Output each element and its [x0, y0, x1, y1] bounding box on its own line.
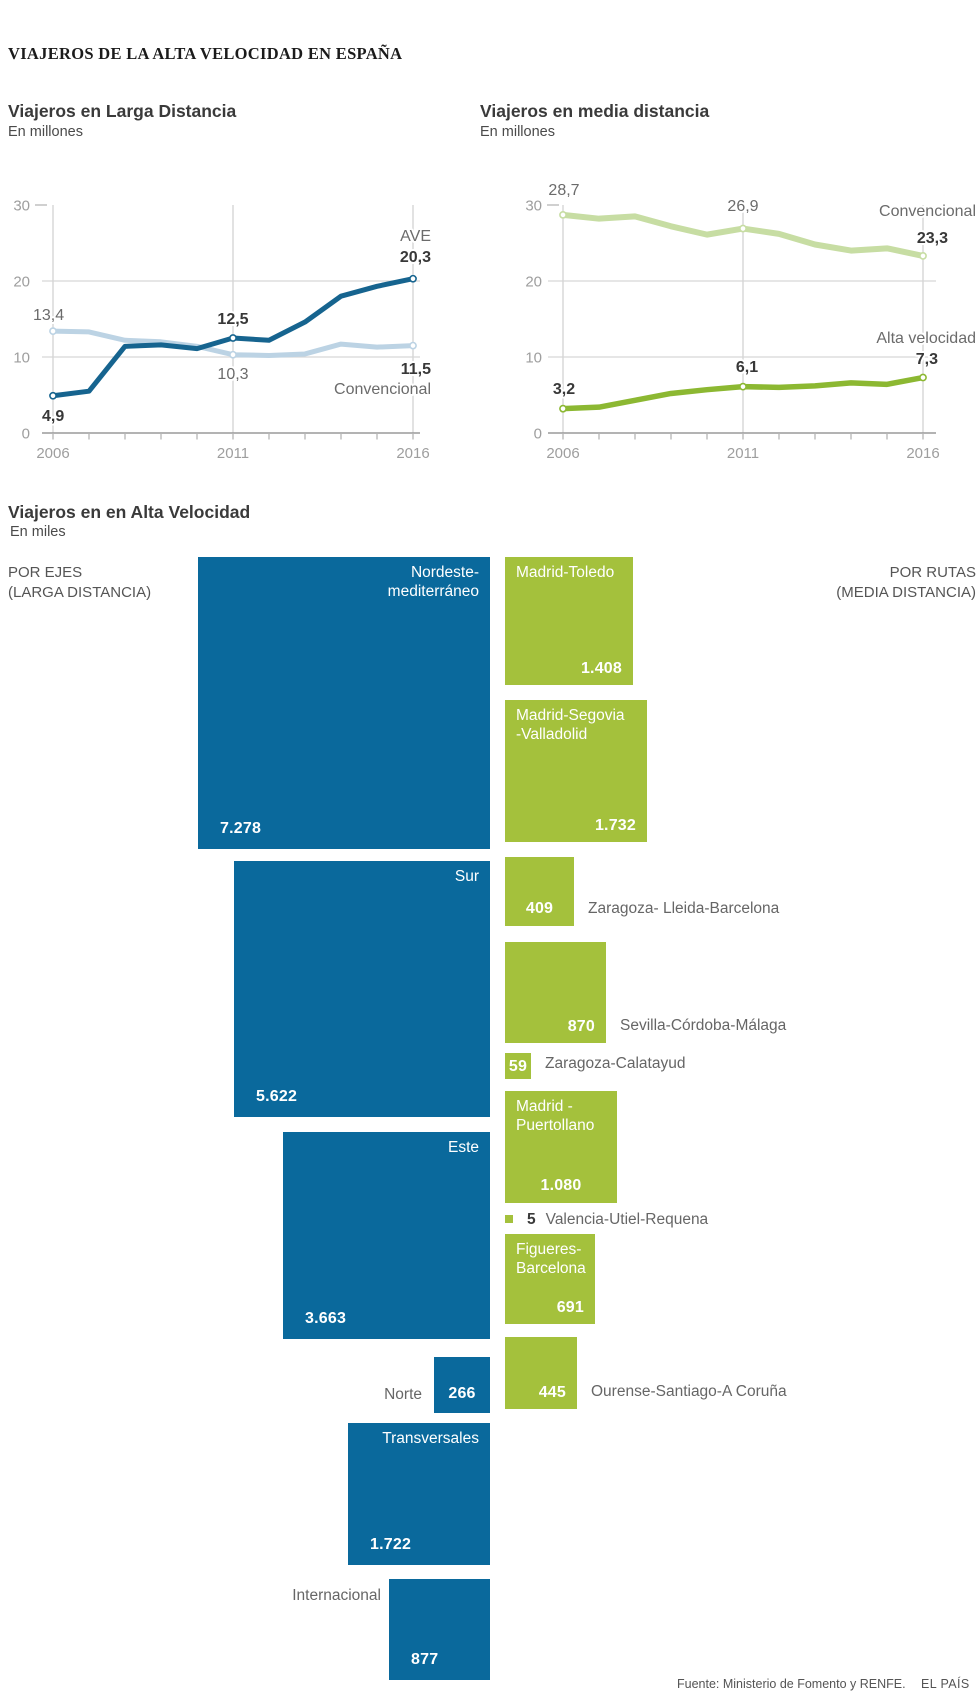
svg-text:3,2: 3,2	[553, 381, 575, 398]
svg-text:2006: 2006	[36, 445, 69, 462]
svg-text:13,4: 13,4	[33, 307, 64, 324]
bar-label: Este	[447, 1139, 479, 1156]
bar-value: 1.080	[540, 1177, 582, 1194]
bar-label: Norte	[384, 1386, 422, 1403]
bar-value: 5.622	[256, 1088, 298, 1105]
ruta-square-ourense-santiago-a-coru-a: 445	[505, 1337, 577, 1409]
bar-label: Zaragoza- Lleida-Barcelona	[588, 900, 780, 917]
bar-label: Ourense-Santiago-A Coruña	[591, 1383, 787, 1400]
svg-text:7,3: 7,3	[916, 351, 938, 368]
bar-value: 1.408	[580, 660, 622, 677]
column-header-rutas: POR RUTAS (MEDIA DISTANCIA)	[836, 564, 976, 601]
svg-text:Convencional: Convencional	[879, 203, 976, 220]
bar-value: 1.732	[594, 817, 636, 834]
svg-text:26,9: 26,9	[727, 198, 758, 215]
ruta-square-valencia-utiel-requena	[505, 1215, 513, 1223]
bar-value: 877	[411, 1651, 439, 1668]
bar-label: Internacional	[292, 1587, 381, 1604]
chart-larga-unit: En millones	[8, 124, 83, 140]
page-title: VIAJEROS DE LA ALTA VELOCIDAD EN ESPAÑA	[8, 44, 403, 63]
svg-text:4,9: 4,9	[42, 408, 64, 425]
chart-media-unit: En millones	[480, 124, 555, 140]
footer-brand: EL PAÍS	[921, 1677, 970, 1691]
bar-label: Sevilla-Córdoba-Málaga	[620, 1017, 787, 1034]
svg-text:6,1: 6,1	[736, 359, 758, 376]
bar-value: 59	[508, 1058, 528, 1075]
section-title: Viajeros en en Alta Velocidad	[8, 502, 251, 522]
bar-label: Madrid-Toledo	[516, 564, 615, 581]
ruta-row-valencia-utiel-requena: 5 Valencia-Utiel-Requena	[527, 1211, 708, 1229]
svg-text:2006: 2006	[546, 445, 579, 462]
eje-square-nordeste-mediterr-neo: 7.278 Nordeste- mediterráneo	[198, 557, 490, 849]
bar-value: 870	[567, 1018, 595, 1035]
eje-square-norte: 266	[434, 1357, 490, 1413]
column-header-ejes: POR EJES (LARGA DISTANCIA)	[8, 564, 152, 601]
bar-label: Madrid-Segovia -Valladolid	[516, 707, 625, 743]
ruta-square-madrid-toledo: 1.408 Madrid-Toledo	[505, 557, 633, 685]
ruta-square-figueres-barcelona: 691 Figueres- Barcelona	[505, 1234, 595, 1324]
bar-value: 7.278	[220, 820, 262, 837]
svg-text:10: 10	[13, 350, 30, 367]
bar-label: Zaragoza-Calatayud	[545, 1055, 686, 1072]
bar-value: 1.722	[370, 1536, 412, 1553]
ruta-square-madrid-segovia-valladolid: 1.732 Madrid-Segovia -Valladolid	[505, 700, 647, 842]
svg-text:2016: 2016	[906, 445, 939, 462]
bar-value: 445	[538, 1384, 566, 1401]
svg-text:2011: 2011	[217, 445, 249, 462]
svg-text:AVE: AVE	[400, 228, 431, 245]
svg-text:30: 30	[525, 198, 542, 215]
ruta-square-zaragoza-calatayud: 59	[505, 1053, 531, 1079]
bar-value: 409	[525, 900, 554, 917]
ruta-square-madrid-puertollano: 1.080 Madrid - Puertollano	[505, 1091, 617, 1203]
svg-text:20,3: 20,3	[400, 249, 431, 266]
svg-text:2011: 2011	[727, 445, 759, 462]
ruta-square-sevilla-c-rdoba-m-laga: 870	[505, 942, 606, 1043]
svg-text:12,5: 12,5	[217, 311, 248, 328]
bar-label: Transversales	[382, 1430, 479, 1447]
chart-media-title: Viajeros en media distancia	[480, 101, 710, 121]
ruta-square-zaragoza-lleida-barcelona: 409	[505, 857, 574, 926]
eje-square-este: 3.663 Este	[283, 1132, 490, 1339]
svg-text:10,3: 10,3	[217, 366, 248, 383]
bar-label: Figueres- Barcelona	[516, 1241, 586, 1277]
svg-text:23,3: 23,3	[917, 230, 948, 247]
svg-text:Convencional: Convencional	[334, 381, 431, 398]
svg-text:10: 10	[525, 350, 542, 367]
svg-text:Alta velocidad: Alta velocidad	[876, 330, 976, 347]
bar-label: Sur	[454, 868, 479, 885]
bar-label: Valencia-Utiel-Requena	[545, 1211, 709, 1228]
eje-square-internacional: 877	[389, 1579, 490, 1680]
svg-text:20: 20	[13, 274, 30, 291]
line-chart-larga-distancia: 0 10 20 30 2006 2011 2016 13,4 4,9 12,5 10,3 AVE 20,…	[11, 196, 433, 465]
chart-larga-title: Viajeros en Larga Distancia	[8, 101, 237, 121]
line-chart-media-distancia: 0 10 20 30 2006 2011 2016 28,7 26,9 Convencional 2…	[523, 180, 978, 464]
bar-value: 5	[527, 1211, 536, 1228]
bar-value: 3.663	[305, 1310, 347, 1327]
svg-text:30: 30	[13, 198, 30, 215]
bar-label: Nordeste- mediterráneo	[387, 564, 479, 600]
svg-text:0: 0	[534, 426, 542, 443]
svg-text:11,5: 11,5	[401, 361, 431, 378]
bar-value: 691	[556, 1299, 584, 1316]
section-unit: En miles	[10, 524, 66, 540]
eje-square-sur: 5.622 Sur	[234, 861, 490, 1117]
svg-text:28,7: 28,7	[548, 182, 579, 199]
svg-text:2016: 2016	[396, 445, 429, 462]
bar-label: Madrid - Puertollano	[516, 1098, 595, 1134]
footer-source: Fuente: Ministerio de Fomento y RENFE.	[677, 1677, 906, 1691]
eje-square-transversales: 1.722 Transversales	[348, 1423, 490, 1565]
svg-text:20: 20	[525, 274, 542, 291]
bar-value: 266	[448, 1385, 476, 1402]
svg-text:0: 0	[22, 426, 30, 443]
